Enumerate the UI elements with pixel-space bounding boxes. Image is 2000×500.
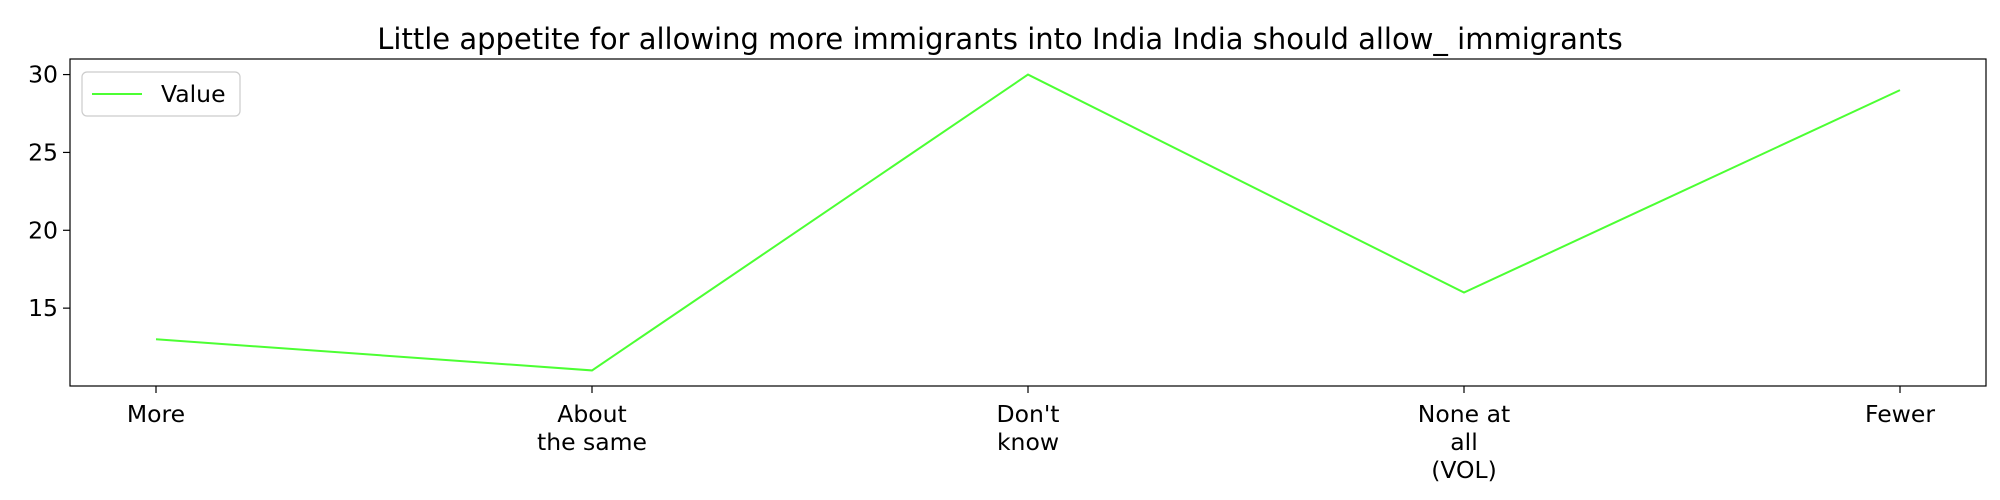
x-tick-label: More	[127, 400, 185, 428]
x-tick-label-line: (VOL)	[1431, 456, 1497, 484]
x-tick-label-line: Fewer	[1865, 400, 1935, 428]
plot-frame	[69, 58, 1987, 387]
legend-label: Value	[161, 80, 226, 108]
x-tick-label-line: None at	[1418, 400, 1510, 428]
x-tick-label-line: the same	[537, 428, 647, 456]
y-tick-label: 15	[28, 294, 58, 322]
y-tick-label: 25	[28, 138, 58, 166]
x-tick-label: Don't know	[996, 400, 1059, 456]
series-line	[155, 73, 1901, 372]
x-tick-label-line: About	[557, 400, 626, 428]
x-axis: More About the same Don't know None at all (VOL…	[127, 386, 1935, 484]
chart-title: Little appetite for allowing more immigr…	[377, 22, 1622, 56]
y-tick-label: 20	[28, 216, 58, 244]
x-tick-label: About the same	[537, 400, 647, 456]
series-layer	[155, 73, 1901, 372]
x-tick-label-line: all	[1450, 428, 1477, 456]
x-tick-label-line: More	[127, 400, 185, 428]
legend-box	[81, 71, 241, 117]
x-tick-label-line: Don't	[996, 400, 1059, 428]
y-tick-label: 30	[28, 61, 58, 89]
x-tick-label-line: know	[997, 428, 1059, 456]
x-tick-label: Fewer	[1865, 400, 1935, 428]
legend: Value	[81, 71, 241, 117]
x-tick-label: None at all (VOL)	[1418, 400, 1510, 484]
y-axis: 15 20 25 30	[28, 61, 70, 322]
